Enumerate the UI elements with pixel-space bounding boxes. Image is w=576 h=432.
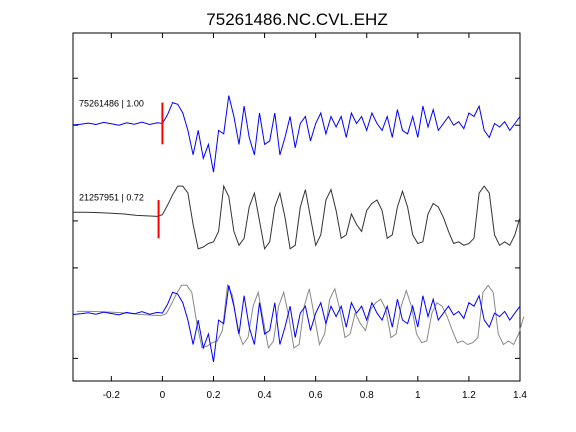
trace-label-75261486: 75261486 | 1.00 — [79, 99, 144, 109]
trace-21257951 — [73, 184, 521, 251]
plot-frame — [72, 32, 521, 382]
trace-group — [72, 95, 525, 362]
trace-75261486 — [72, 95, 521, 173]
x-tick-label: 1.2 — [462, 390, 476, 401]
overlay-trace-75261486 — [72, 285, 521, 362]
x-tick-label: 0 — [160, 390, 166, 401]
x-tick-label: 1.4 — [513, 390, 527, 401]
x-tick-label: 0.2 — [207, 390, 221, 401]
x-tick-label: -0.2 — [103, 390, 121, 401]
x-tick-label: 1 — [415, 390, 421, 401]
trace-labels: 75261486 | 1.00 21257951 | 0.72 — [79, 99, 144, 203]
trace-label-21257951: 21257951 | 0.72 — [79, 193, 144, 203]
x-tick-label: 0.4 — [258, 390, 272, 401]
overlay-trace-21257951 — [76, 283, 525, 350]
x-tick-label: 0.8 — [360, 390, 374, 401]
x-tick-label: 0.6 — [309, 390, 323, 401]
chart-title: 75261486.NC.CVL.EHZ — [206, 10, 387, 29]
axis-ticks: -0.2 0 0.2 0.4 0.6 0.8 1 1.2 1.4 — [73, 33, 527, 401]
